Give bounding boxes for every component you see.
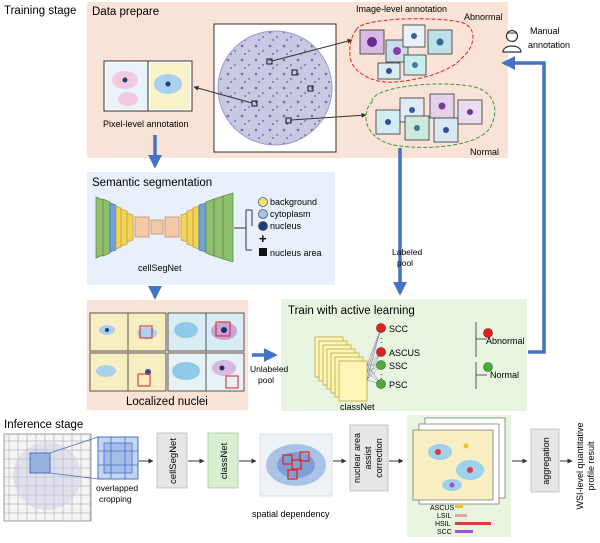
abnormal-dots: : <box>380 335 383 345</box>
legend-scc-bar <box>455 530 473 533</box>
wsi-grid <box>3 433 92 522</box>
result-line2: profile result <box>586 441 596 491</box>
normal-group-label: Normal <box>470 147 499 157</box>
training-stage-label: Training stage <box>4 5 76 17</box>
abnormal-group-label: Abnormal <box>464 12 503 22</box>
legend-ascus: ASCUS <box>430 505 454 512</box>
cytoplasm-legend-dot <box>258 209 268 219</box>
whole-slide-image <box>217 30 333 146</box>
overlapped-label: overlapped <box>96 483 138 493</box>
class-ascus: ASCUS <box>389 348 420 358</box>
legend-scc: SCC <box>437 529 452 536</box>
abnormal-output-dot <box>483 328 493 338</box>
normal-output-label: Normal <box>490 370 519 380</box>
result-line1: WSI-level quantitative <box>575 422 585 509</box>
cropping-label: cropping <box>99 494 132 504</box>
manual-annotation-line1: Manual <box>530 26 560 36</box>
legend-hsil: HSIL <box>435 521 451 528</box>
cytoplasm-legend-label: cytoplasm <box>270 209 311 219</box>
abnormal-image-tiles <box>359 24 453 80</box>
class-ssc: SSC <box>389 361 408 371</box>
image-level-label: Image-level annotation <box>356 4 447 14</box>
cellsegnet-label: cellSegNet <box>138 263 182 273</box>
cellsegnet-step-label: cellSegNet <box>168 438 179 484</box>
abnormal-output-label: Abnormal <box>486 336 525 346</box>
spatial-dependency-label: spatial dependency <box>252 509 330 519</box>
segmentation-title: Semantic segmentation <box>92 177 212 189</box>
labeled-pool-line2: pool <box>397 258 413 268</box>
unlabeled-pool-line1: Unlabeled <box>250 364 289 374</box>
labeled-pool-line1: Labeled <box>392 247 423 257</box>
correction-step-box <box>349 424 389 492</box>
nucleus-legend-dot <box>258 221 268 231</box>
overlapped-crop-grid <box>97 436 139 480</box>
normal-dots: : <box>380 371 383 381</box>
aggregation-step-box <box>530 428 560 493</box>
result-heatmap <box>407 415 511 537</box>
zoom-line-bottom <box>49 472 99 480</box>
data-prepare-title: Data prepare <box>92 6 159 18</box>
cellsegnet-architecture <box>95 192 234 263</box>
zoom-line-top <box>49 436 99 454</box>
pixel-level-label: Pixel-level annotation <box>103 119 189 129</box>
legend-lsil-bar <box>455 514 467 517</box>
nucleus-area-label: nucleus area <box>270 248 322 258</box>
cellsegnet-step-box <box>156 432 188 489</box>
classnet-label: classNet <box>340 402 375 412</box>
aggregation-label: aggregation <box>541 437 551 485</box>
roi-to-abnormal-arrow <box>271 38 353 62</box>
background-legend-label: background <box>270 197 317 207</box>
correction-line3: correction <box>374 438 384 478</box>
spatial-dependency-image <box>259 433 333 497</box>
abnormal-group-outline <box>349 18 474 83</box>
inference-stage-label: Inference stage <box>4 419 83 431</box>
localized-nuclei-label: Localized nuclei <box>126 396 208 408</box>
roi-to-pixel-arrow <box>193 85 253 104</box>
slide-roi-boxes <box>251 58 314 124</box>
legend-hsil-bar <box>455 522 491 525</box>
classnet-architecture <box>314 323 386 402</box>
classnet-step-label: classNet <box>219 442 230 479</box>
legend-ascus-bar <box>455 505 463 508</box>
class-scc: SCC <box>389 324 409 334</box>
nucleus-area-square <box>259 248 267 256</box>
training-flow-arrows <box>148 56 546 362</box>
active-learning-title: Train with active learning <box>288 305 415 317</box>
normal-group-outline <box>365 83 496 148</box>
correction-line2: assist <box>363 446 373 470</box>
classnet-step-box <box>207 432 239 489</box>
normal-image-tiles <box>375 93 483 143</box>
class-psc: PSC <box>389 380 408 390</box>
legend-lsil: LSIL <box>437 513 452 520</box>
nucleus-legend-label: nucleus <box>270 221 302 231</box>
unlabeled-pool-line2: pool <box>258 375 274 385</box>
segmentation-bracket <box>234 209 252 251</box>
annotator-icon <box>502 29 522 53</box>
pixel-annotation-thumb <box>103 60 193 112</box>
plus-sign: + <box>259 231 267 246</box>
localized-nuclei-tiles <box>89 312 245 392</box>
background-legend-dot <box>258 197 268 207</box>
correction-line1: nuclear area <box>352 433 362 483</box>
roi-to-normal-arrow <box>290 112 367 121</box>
class-brackets <box>475 322 487 389</box>
normal-output-dot <box>483 362 493 372</box>
manual-annotation-line2: annotation <box>528 40 570 50</box>
